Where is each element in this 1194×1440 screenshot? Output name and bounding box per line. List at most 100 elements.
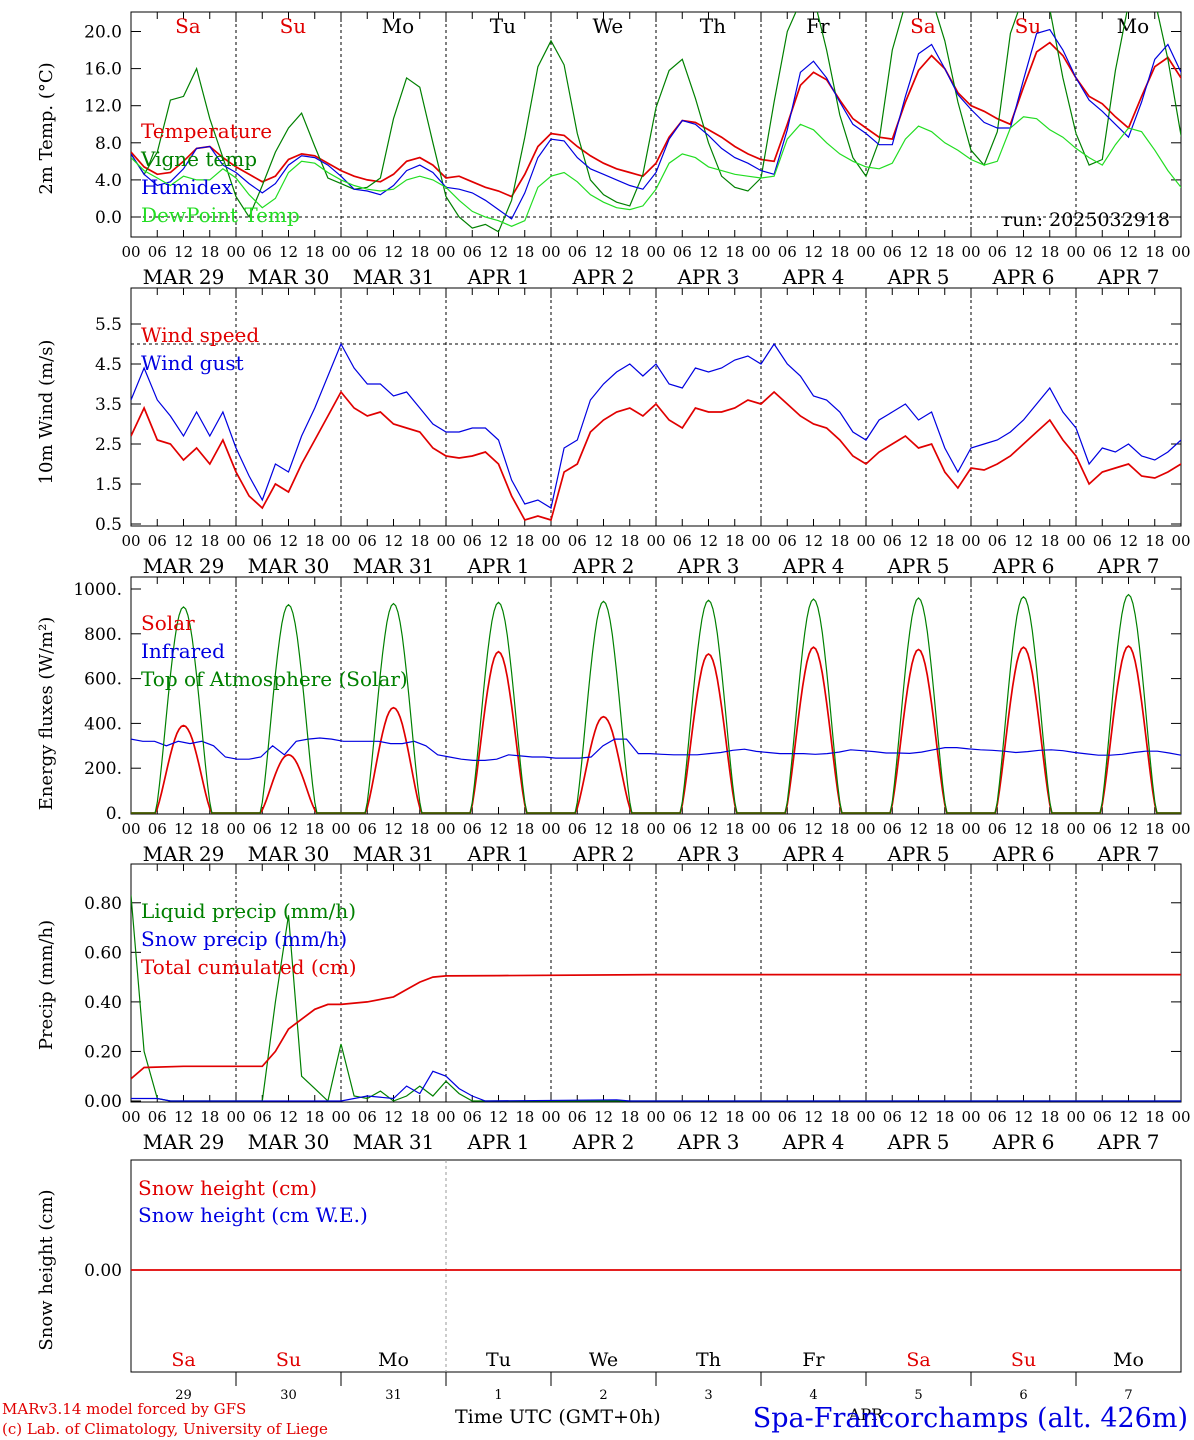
x-hour-label: 06 (463, 532, 482, 550)
x-hour-label: 06 (1093, 1108, 1112, 1126)
x-hour-label: 12 (489, 243, 508, 261)
y-tick-label: 0. (106, 804, 122, 824)
y-tick-label: 16.0 (84, 60, 122, 80)
x-hour-label: 18 (515, 820, 534, 838)
x-hour-label: 00 (436, 820, 455, 838)
x-hour-label: 06 (568, 243, 587, 261)
x-hour-label: 06 (883, 1108, 902, 1126)
x-hour-label: 06 (463, 820, 482, 838)
x-hour-label: 12 (804, 820, 823, 838)
weekday-label: Sa (175, 14, 201, 38)
panel-temperature: 0.0 4.0 8.0 12.0 16.0 20.0 2m Temp. (°C) 00 06 12… (36, 11, 1191, 289)
x-hour-label: 06 (883, 532, 902, 550)
x-hour-label: 12 (279, 243, 298, 261)
x-hour-label: 00 (751, 820, 770, 838)
day-number-label: 4 (809, 1388, 817, 1403)
x-hour-label: 06 (1093, 820, 1112, 838)
y-tick-label: 200. (84, 759, 122, 779)
x-hour-label: 12 (384, 820, 403, 838)
x-hour-label: 18 (935, 820, 954, 838)
x-date-label: APR 5 (886, 265, 949, 289)
x-hour-label: 18 (830, 243, 849, 261)
x-hour-label: 00 (331, 820, 350, 838)
x-hour-label: 12 (594, 532, 613, 550)
day-number-label: 2 (599, 1388, 607, 1403)
month-label: APR (848, 1405, 884, 1424)
x-hour-label: 18 (830, 1108, 849, 1126)
x-hour-label: 00 (1171, 820, 1190, 838)
x-hour-label: 00 (646, 1108, 665, 1126)
y-axis-title: 10m Wind (m/s) (36, 340, 57, 485)
x-hour-label: 12 (384, 1108, 403, 1126)
x-hour-label: 00 (646, 532, 665, 550)
x-hour-label: 12 (909, 1108, 928, 1126)
x-hour-label: 18 (515, 532, 534, 550)
x-hour-label: 06 (568, 1108, 587, 1126)
series-group (131, 895, 1181, 1102)
legend-solar: Solar (141, 611, 195, 635)
x-hour-label: 18 (1040, 243, 1059, 261)
x-hour-label: 00 (541, 820, 560, 838)
weekday-label: Tu (486, 1349, 511, 1371)
weekday-label: We (589, 1349, 618, 1371)
x-hour-label: 12 (804, 243, 823, 261)
series-line-total-cumulated-cm- (131, 973, 1181, 1080)
x-hour-label: 06 (988, 532, 1007, 550)
x-date-label: APR 2 (571, 1130, 634, 1154)
x-date-label: APR 7 (1096, 554, 1159, 578)
x-date-label: APR 7 (1096, 265, 1159, 289)
x-date-label: APR 4 (781, 265, 844, 289)
y-tick-label: 3.5 (95, 395, 122, 415)
x-hour-label: 00 (856, 243, 875, 261)
x-hour-label: 00 (226, 243, 245, 261)
x-hour-label: 00 (121, 243, 140, 261)
x-hour-label: 06 (778, 820, 797, 838)
x-hour-label: 18 (1040, 532, 1059, 550)
x-hour-label: 00 (856, 532, 875, 550)
x-hour-label: 00 (1066, 532, 1085, 550)
credit-line-2: (c) Lab. of Climatology, University of L… (2, 1420, 328, 1438)
x-date-label: MAR 30 (248, 1130, 330, 1154)
y-tick-label: 1000. (73, 580, 122, 600)
x-date-label: APR 6 (991, 842, 1054, 866)
series-line-wind-gust (131, 342, 1181, 509)
x-date-label: MAR 29 (143, 554, 225, 578)
x-hour-label: 18 (305, 532, 324, 550)
x-hour-label: 12 (1119, 820, 1138, 838)
day-number-label: 31 (385, 1388, 402, 1403)
x-date-label: MAR 30 (248, 554, 330, 578)
x-hour-label: 18 (830, 820, 849, 838)
x-hour-label: 06 (463, 243, 482, 261)
weekday-label: Su (1015, 14, 1042, 38)
weekday-label: Sa (171, 1349, 195, 1371)
legend-snow-height-cm-: Snow height (cm) (138, 1176, 317, 1200)
x-date-label: APR 2 (571, 265, 634, 289)
y-tick-label: 20.0 (84, 23, 122, 43)
x-hour-label: 12 (384, 532, 403, 550)
x-hour-label: 18 (410, 532, 429, 550)
x-hour-label: 00 (436, 1108, 455, 1126)
x-date-label: APR 5 (886, 554, 949, 578)
x-hour-label: 00 (331, 243, 350, 261)
x-hour-label: 12 (279, 1108, 298, 1126)
x-date-label: APR 2 (571, 842, 634, 866)
x-hour-label: 12 (594, 243, 613, 261)
x-hour-label: 12 (699, 243, 718, 261)
x-hour-label: 18 (935, 532, 954, 550)
x-hour-label: 06 (988, 243, 1007, 261)
legend-wind-speed: Wind speed (141, 323, 259, 347)
x-hour-label: 12 (909, 532, 928, 550)
x-hour-label: 00 (436, 243, 455, 261)
x-hour-label: 18 (1040, 820, 1059, 838)
x-date-label: APR 2 (571, 554, 634, 578)
legend-snow-height-cm-w-e-: Snow height (cm W.E.) (138, 1203, 368, 1227)
x-date-label: MAR 30 (248, 842, 330, 866)
x-hour-label: 12 (909, 820, 928, 838)
series-line-top-of-atmosphere-solar- (131, 593, 1181, 814)
x-hour-label: 06 (568, 820, 587, 838)
x-date-label: MAR 30 (248, 265, 330, 289)
y-tick-label: 400. (84, 714, 122, 734)
x-hour-label: 06 (358, 1108, 377, 1126)
x-hour-label: 18 (200, 1108, 219, 1126)
x-hour-label: 06 (253, 1108, 272, 1126)
